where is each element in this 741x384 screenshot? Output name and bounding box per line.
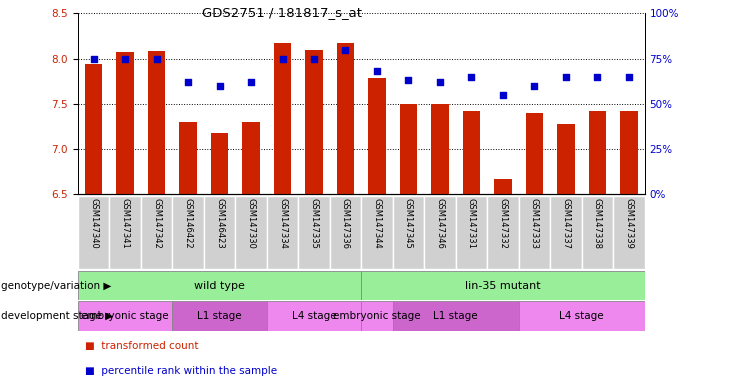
Point <box>591 74 603 80</box>
Text: GSM147333: GSM147333 <box>530 198 539 249</box>
Text: L1 stage: L1 stage <box>197 311 242 321</box>
Bar <box>305 50 322 194</box>
Text: GSM146422: GSM146422 <box>184 198 193 249</box>
Bar <box>550 196 582 269</box>
Bar <box>78 301 172 331</box>
Text: L1 stage: L1 stage <box>433 311 478 321</box>
Text: GSM147332: GSM147332 <box>499 198 508 249</box>
Bar <box>78 196 109 269</box>
Text: GSM147340: GSM147340 <box>89 198 98 249</box>
Point <box>528 83 540 89</box>
Bar <box>519 196 550 269</box>
Bar <box>267 301 361 331</box>
Point <box>213 83 225 89</box>
Text: development stage ▶: development stage ▶ <box>1 311 113 321</box>
Bar <box>589 111 606 194</box>
Bar <box>337 43 354 194</box>
Bar <box>78 271 362 300</box>
Text: GSM147338: GSM147338 <box>593 198 602 249</box>
Bar <box>362 301 393 331</box>
Text: GSM146423: GSM146423 <box>215 198 224 249</box>
Bar <box>211 134 228 194</box>
Text: GSM147341: GSM147341 <box>121 198 130 249</box>
Bar <box>85 64 102 194</box>
Bar <box>519 301 645 331</box>
Point <box>119 56 131 62</box>
Point <box>465 74 477 80</box>
Bar <box>368 78 385 194</box>
Point <box>182 79 194 85</box>
Bar <box>400 104 417 194</box>
Text: L4 stage: L4 stage <box>292 311 336 321</box>
Point <box>623 74 635 80</box>
Text: embryonic stage: embryonic stage <box>333 311 421 321</box>
Point <box>434 79 446 85</box>
Bar <box>172 196 204 269</box>
Point <box>308 56 320 62</box>
Bar <box>494 179 511 194</box>
Bar <box>361 196 393 269</box>
Text: wild type: wild type <box>194 280 245 291</box>
Text: GSM147335: GSM147335 <box>310 198 319 249</box>
Text: GSM147330: GSM147330 <box>247 198 256 249</box>
Text: GSM147346: GSM147346 <box>436 198 445 249</box>
Bar <box>179 122 196 194</box>
Bar <box>204 196 235 269</box>
Bar <box>393 301 519 331</box>
Point <box>560 74 572 80</box>
Bar <box>463 111 480 194</box>
Bar <box>620 111 637 194</box>
Text: GSM147345: GSM147345 <box>404 198 413 249</box>
Text: GSM147344: GSM147344 <box>373 198 382 249</box>
Text: L4 stage: L4 stage <box>559 311 604 321</box>
Bar <box>141 196 172 269</box>
Bar <box>235 196 267 269</box>
Text: GSM147342: GSM147342 <box>152 198 161 249</box>
Bar <box>242 122 259 194</box>
Text: GDS2751 / 181817_s_at: GDS2751 / 181817_s_at <box>202 6 362 19</box>
Text: GSM147336: GSM147336 <box>341 198 350 249</box>
Point <box>497 92 509 98</box>
Bar <box>488 196 519 269</box>
Point <box>245 79 257 85</box>
Bar <box>424 196 456 269</box>
Text: GSM147337: GSM147337 <box>562 198 571 249</box>
Bar <box>431 104 448 194</box>
Point <box>371 68 383 74</box>
Point <box>402 77 414 83</box>
Bar <box>614 196 645 269</box>
Point <box>339 46 351 53</box>
Bar <box>298 196 330 269</box>
Point <box>276 56 288 62</box>
Bar <box>267 196 298 269</box>
Bar <box>330 196 362 269</box>
Point <box>150 56 162 62</box>
Bar <box>172 301 267 331</box>
Text: GSM147334: GSM147334 <box>278 198 287 249</box>
Text: genotype/variation ▶: genotype/variation ▶ <box>1 280 111 291</box>
Text: GSM147339: GSM147339 <box>625 198 634 249</box>
Bar <box>526 113 543 194</box>
Bar <box>116 52 133 194</box>
Bar <box>110 196 141 269</box>
Point <box>87 56 99 62</box>
Bar <box>148 51 165 194</box>
Bar <box>393 196 424 269</box>
Bar <box>456 196 488 269</box>
Bar <box>557 124 574 194</box>
Text: embryonic stage: embryonic stage <box>82 311 169 321</box>
Text: ■  percentile rank within the sample: ■ percentile rank within the sample <box>85 366 277 376</box>
Text: lin-35 mutant: lin-35 mutant <box>465 280 541 291</box>
Bar <box>362 271 645 300</box>
Bar <box>274 43 291 194</box>
Bar <box>582 196 614 269</box>
Text: GSM147331: GSM147331 <box>467 198 476 249</box>
Text: ■  transformed count: ■ transformed count <box>85 341 199 351</box>
